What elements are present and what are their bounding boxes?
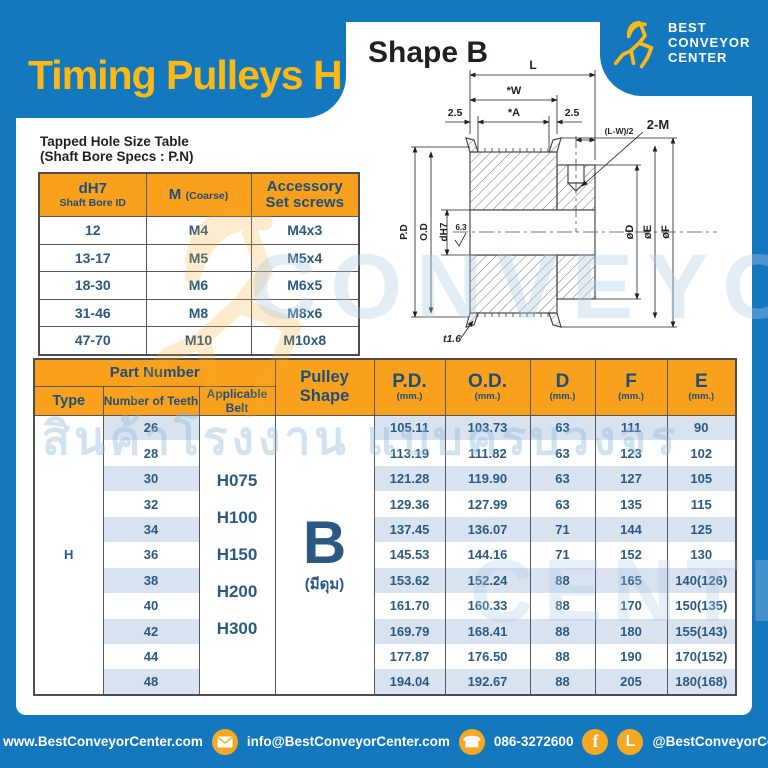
d-header: D (mm.)	[529, 359, 596, 416]
footer-phone: 086-3272600	[493, 734, 574, 749]
dim-label-A: *A	[508, 107, 520, 119]
dim-label-de: øE	[642, 225, 654, 239]
table-row: 18-30 M6 M6x5	[38, 271, 360, 300]
dim-label-od: O.D	[419, 223, 430, 241]
dim-label-L: L	[529, 58, 536, 72]
shape-label: Shape B	[368, 36, 489, 69]
dim-label-df: øF	[660, 225, 672, 239]
table-row: 40 161.70 160.33 88 170 150(135)	[34, 593, 737, 619]
dim-label-lw2: (L-W)/2	[605, 126, 634, 136]
e-header: E (mm.)	[666, 359, 737, 416]
footer-bar: www.BestConveyorCenter.com info@BestConv…	[0, 715, 768, 768]
footer-social: @BestConveyorCenter	[652, 734, 768, 749]
dim-label-2m: 2-M	[647, 117, 669, 132]
page-title: Timing Pulleys H	[28, 52, 343, 98]
tapped-hole-size-table: dH7 Shaft Bore ID M (Coarse) Accessory S…	[38, 172, 360, 356]
dim-label-t16: t1.6	[443, 333, 461, 345]
table-row: 42 169.79 168.41 88 180 155(143)	[34, 618, 737, 644]
table-row: 32 129.36 127.99 63 135 115	[34, 491, 737, 517]
tapped-col-m: M (Coarse)	[145, 172, 252, 217]
table-row: 31-46 M8 M8x6	[38, 298, 360, 327]
type-header: Type	[33, 386, 104, 416]
logo-block: BEST CONVEYOR CENTER	[600, 0, 768, 96]
mail-icon	[211, 728, 238, 755]
pd-header: P.D. (mm.)	[373, 359, 446, 416]
part-number-header: Part Number	[33, 359, 276, 387]
belt-header: Applicable Belt	[198, 386, 276, 416]
pulley-shape-header: Pulley Shape	[274, 359, 375, 416]
table-row: 12 M4 M4x3	[38, 216, 360, 245]
table-row: 30 121.28 119.90 63 127 105	[34, 465, 737, 492]
logo-text: BEST CONVEYOR CENTER	[668, 20, 751, 65]
table-row: 44 177.87 176.50 88 190 170(152)	[34, 643, 737, 670]
table-row: 28 113.19 111.82 63 123 102	[34, 440, 737, 466]
table-row: H 26 H075 H100 H150 H200 H300 B (มีดุม) …	[33, 415, 737, 695]
table-row: 48 194.04 192.67 88 205 180(168)	[34, 669, 737, 695]
pulley-shape-value: B (มีดุม)	[274, 415, 375, 695]
dim-label-bore: dH7	[439, 222, 450, 241]
type-value: H	[33, 415, 104, 695]
tapped-col-accessory: Accessory Set screws	[250, 172, 360, 217]
pulley-drawing: L *W *A 2.5 2.5 (L-W)/2 2-M 6.3 t1.6 P.D…	[399, 58, 717, 345]
applicable-belts: H075 H100 H150 H200 H300	[198, 415, 276, 695]
table-row: 47-70 M10 M10x8	[38, 326, 360, 355]
f-header: F (mm.)	[594, 359, 668, 416]
dim-label-pd: P.D	[399, 224, 410, 239]
line-icon: L	[617, 728, 644, 755]
phone-icon: ☎	[458, 728, 485, 755]
footer-email: info@BestConveyorCenter.com	[246, 734, 450, 749]
table-row: 38 153.62 152.24 88 165 140(126)	[34, 567, 737, 594]
tapped-col-bore: dH7 Shaft Bore ID	[38, 172, 147, 217]
dim-label-W: *W	[507, 85, 522, 97]
title-block: Timing Pulleys H	[0, 0, 346, 118]
facebook-icon: f	[582, 728, 609, 755]
roughness-value: 6.3	[455, 223, 467, 232]
pulley-spec-table: Part Number Pulley Shape P.D. (mm.) O.D.(…	[33, 358, 738, 696]
table-row: 34 137.45 136.07 71 144 125	[34, 516, 737, 543]
tapped-table-title: Tapped Hole Size Table (Shaft Bore Specs…	[40, 134, 194, 164]
footer-website: www.BestConveyorCenter.com	[3, 734, 203, 749]
od-header: O.D. (mm.)	[444, 359, 531, 416]
dim-label-25-left: 2.5	[448, 107, 463, 119]
table-row: 13-17 M5 M5x4	[38, 243, 360, 272]
table-row: 36 145.53 144.16 71 152 130	[34, 542, 737, 568]
dim-label-dd: øD	[624, 225, 636, 240]
dim-label-25-right: 2.5	[565, 107, 580, 119]
teeth-header: Number of Teeth	[102, 386, 200, 416]
